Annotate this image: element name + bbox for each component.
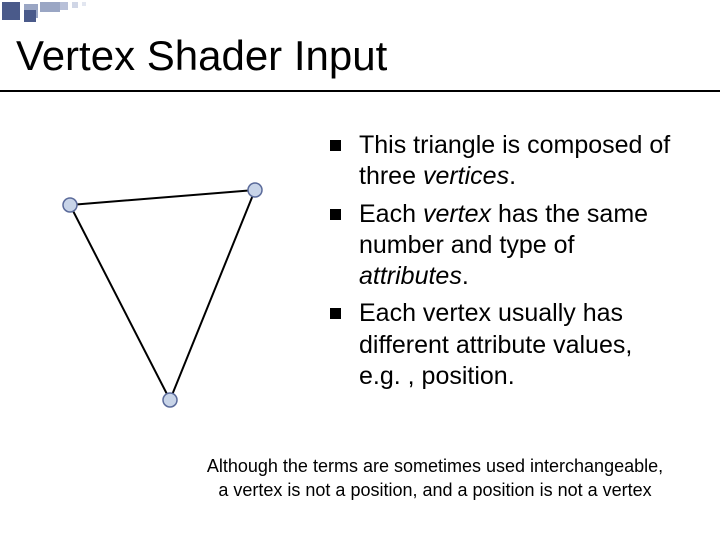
footnote: Although the terms are sometimes used in…: [0, 455, 720, 502]
bullet-item: This triangle is composed of three verti…: [330, 130, 680, 193]
bullet-marker-icon: [330, 140, 341, 151]
content-area: This triangle is composed of three verti…: [0, 130, 720, 410]
bullet-text: Each vertex usually has different attrib…: [359, 298, 680, 392]
bullet-item: Each vertex usually has different attrib…: [330, 298, 680, 392]
bullet-list: This triangle is composed of three verti…: [330, 130, 700, 410]
corner-decoration: [2, 2, 122, 24]
bullet-text: This triangle is composed of three verti…: [359, 130, 680, 193]
bullet-text: Each vertex has the same number and type…: [359, 199, 680, 293]
triangle-figure: [0, 130, 330, 410]
bullet-marker-icon: [330, 209, 341, 220]
bullet-marker-icon: [330, 308, 341, 319]
triangle-svg: [40, 155, 300, 425]
slide-title: Vertex Shader Input: [16, 32, 387, 80]
bullet-item: Each vertex has the same number and type…: [330, 199, 680, 293]
title-divider: [0, 90, 720, 92]
